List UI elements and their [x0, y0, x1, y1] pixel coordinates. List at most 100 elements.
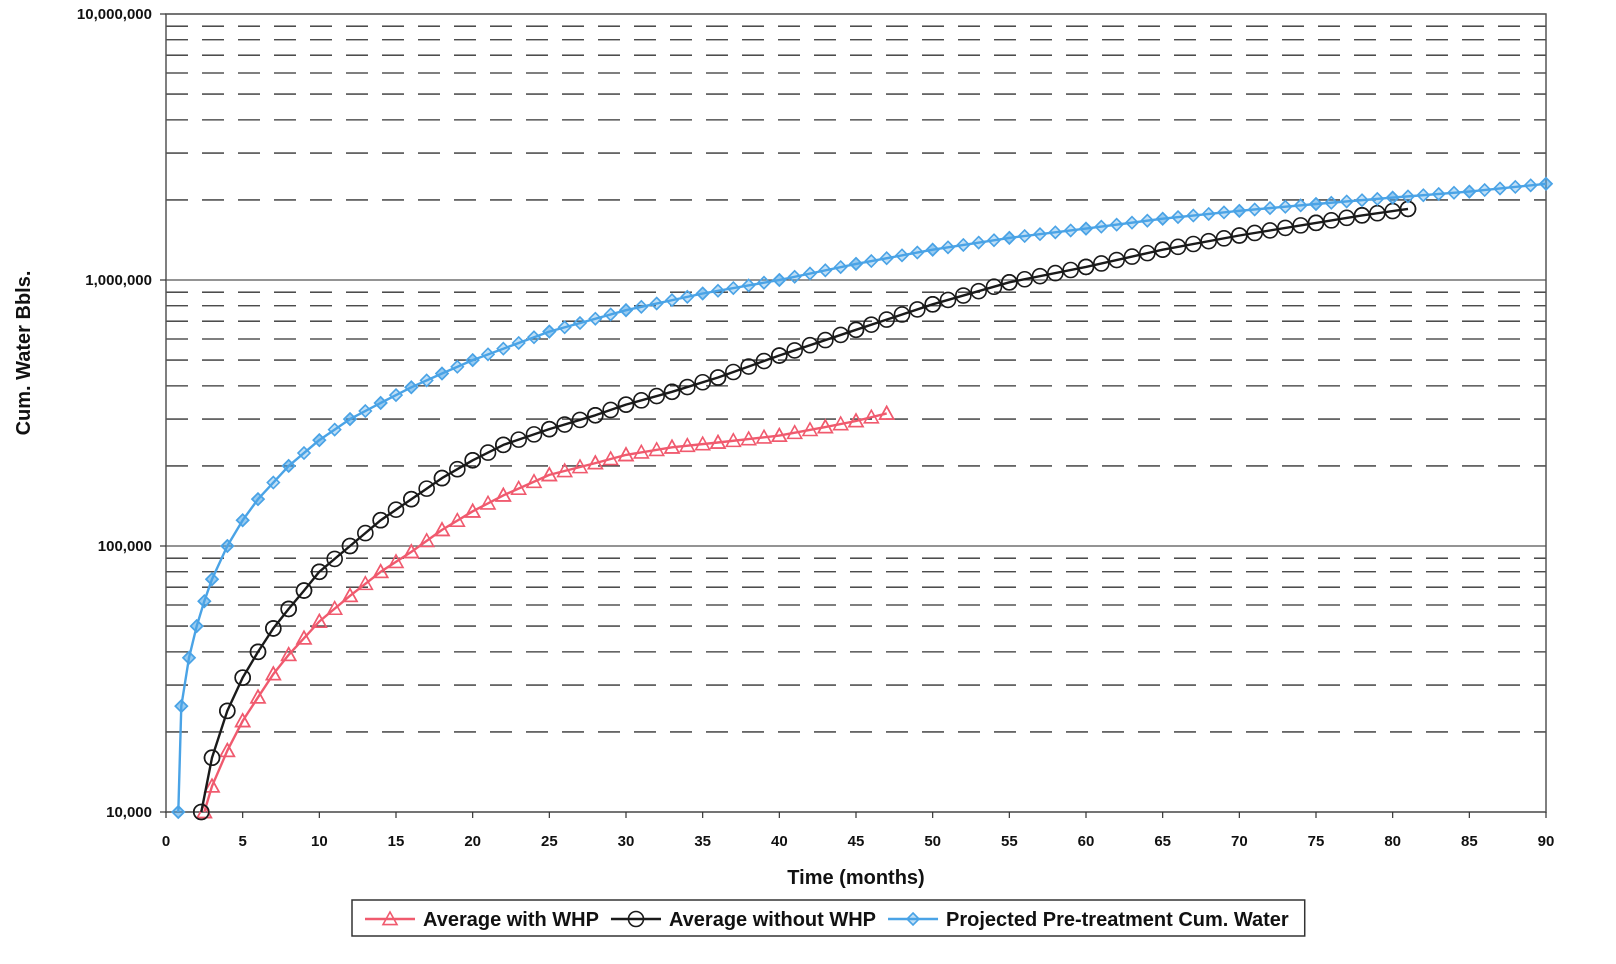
curve-marker — [311, 563, 328, 581]
y-tick-label: 10,000 — [106, 804, 152, 821]
x-tick-label: 25 — [541, 833, 558, 850]
x-tick-label: 85 — [1461, 833, 1478, 850]
y-tick-label: 100,000 — [98, 538, 152, 555]
curve-marker — [387, 553, 405, 569]
curve-marker — [755, 428, 773, 444]
curve-marker — [678, 437, 696, 453]
curve-marker — [1062, 261, 1079, 279]
curve-marker — [755, 352, 773, 370]
curve-marker — [985, 278, 1003, 296]
curve-marker — [710, 283, 726, 298]
curve-marker — [726, 280, 741, 296]
curve-marker — [204, 572, 220, 587]
legend-swatch-marker — [905, 911, 921, 927]
curve-marker — [1262, 200, 1278, 216]
curve-marker — [862, 408, 880, 424]
curve-marker — [617, 446, 635, 462]
curve-marker — [694, 435, 712, 451]
curve-marker — [847, 321, 865, 339]
legend: Average with WHP Average without WHP Proje… — [351, 899, 1306, 937]
curve-marker — [910, 245, 925, 260]
curve-marker — [192, 803, 210, 821]
curve-marker — [571, 458, 589, 474]
curve-marker — [970, 282, 987, 300]
x-tick-label: 30 — [618, 833, 635, 850]
curve-marker — [479, 494, 497, 510]
curve-marker — [664, 293, 680, 308]
curve-marker — [1048, 225, 1063, 240]
curve-marker — [249, 688, 267, 704]
curve-marker — [296, 445, 312, 461]
curve-marker — [295, 629, 313, 645]
curve-marker — [1186, 208, 1201, 223]
curve-marker — [1032, 227, 1048, 242]
curve-marker — [1232, 203, 1247, 218]
curve-marker — [264, 665, 282, 681]
legend-entry-1: Average with WHP — [365, 909, 599, 931]
curve-marker — [634, 299, 649, 314]
curve-marker — [510, 431, 527, 448]
x-tick-label: 50 — [924, 833, 941, 850]
curve-marker — [1123, 248, 1141, 265]
curve-marker — [1109, 217, 1124, 232]
curve-marker — [541, 420, 558, 438]
x-tick-label: 65 — [1154, 833, 1171, 850]
curve-marker — [833, 259, 848, 275]
curve-marker — [342, 411, 358, 427]
legend-swatch-marker — [381, 910, 399, 926]
curve-marker — [771, 347, 788, 364]
curve-marker — [1002, 230, 1017, 246]
curve-marker — [694, 373, 711, 391]
series-lines — [171, 176, 1554, 821]
curve-marker — [787, 269, 802, 284]
curve-marker — [832, 415, 850, 431]
curve-marker — [956, 237, 971, 253]
curve-marker — [1077, 258, 1095, 276]
legend-label: Projected Pre-treatment Cum. Water — [946, 909, 1289, 931]
curve-marker — [648, 441, 666, 457]
curve-marker — [1339, 194, 1354, 209]
curve-marker — [802, 266, 818, 281]
curve-marker — [372, 563, 390, 579]
y-axis-title: Cum. Water Bbls. — [13, 271, 35, 436]
curve-marker — [770, 426, 788, 443]
curve-marker — [1170, 209, 1186, 225]
curve-marker — [326, 600, 344, 616]
curve-marker — [356, 575, 374, 591]
curve-marker — [709, 433, 727, 449]
curve-marker — [1094, 219, 1109, 234]
grid-lines — [166, 13, 1546, 813]
curve-marker — [649, 296, 664, 311]
x-tick-label: 80 — [1384, 833, 1401, 850]
curve-marker — [250, 492, 266, 507]
curve-marker — [542, 324, 557, 339]
curve-marker — [373, 395, 388, 411]
curve-marker — [419, 373, 434, 388]
curve-marker — [1169, 238, 1187, 256]
curve-marker — [404, 380, 419, 395]
curve-marker — [495, 436, 512, 454]
curve-marker — [1492, 181, 1508, 196]
curve-marker — [281, 458, 296, 474]
series-2 — [192, 200, 1417, 821]
curve-marker — [1247, 202, 1262, 217]
curve-marker — [557, 320, 572, 335]
x-tick-label: 55 — [1001, 833, 1018, 850]
x-tick-label: 75 — [1308, 833, 1325, 850]
curve-marker — [280, 600, 297, 618]
curve-marker — [418, 480, 435, 497]
curve-marker — [1523, 178, 1538, 193]
curve-marker — [725, 363, 742, 381]
curve-marker — [1538, 176, 1554, 191]
curve-marker — [909, 301, 926, 318]
curve-marker — [832, 326, 849, 344]
curve-marker — [740, 430, 758, 446]
curve-marker — [1308, 196, 1324, 212]
curve-marker — [1063, 223, 1078, 238]
curve-marker — [197, 594, 212, 609]
curve-marker — [588, 311, 603, 326]
curve-marker — [847, 412, 865, 428]
legend-entry-2: Average without WHP — [610, 909, 876, 931]
curve-marker — [203, 777, 221, 793]
curve-marker — [1001, 274, 1018, 291]
